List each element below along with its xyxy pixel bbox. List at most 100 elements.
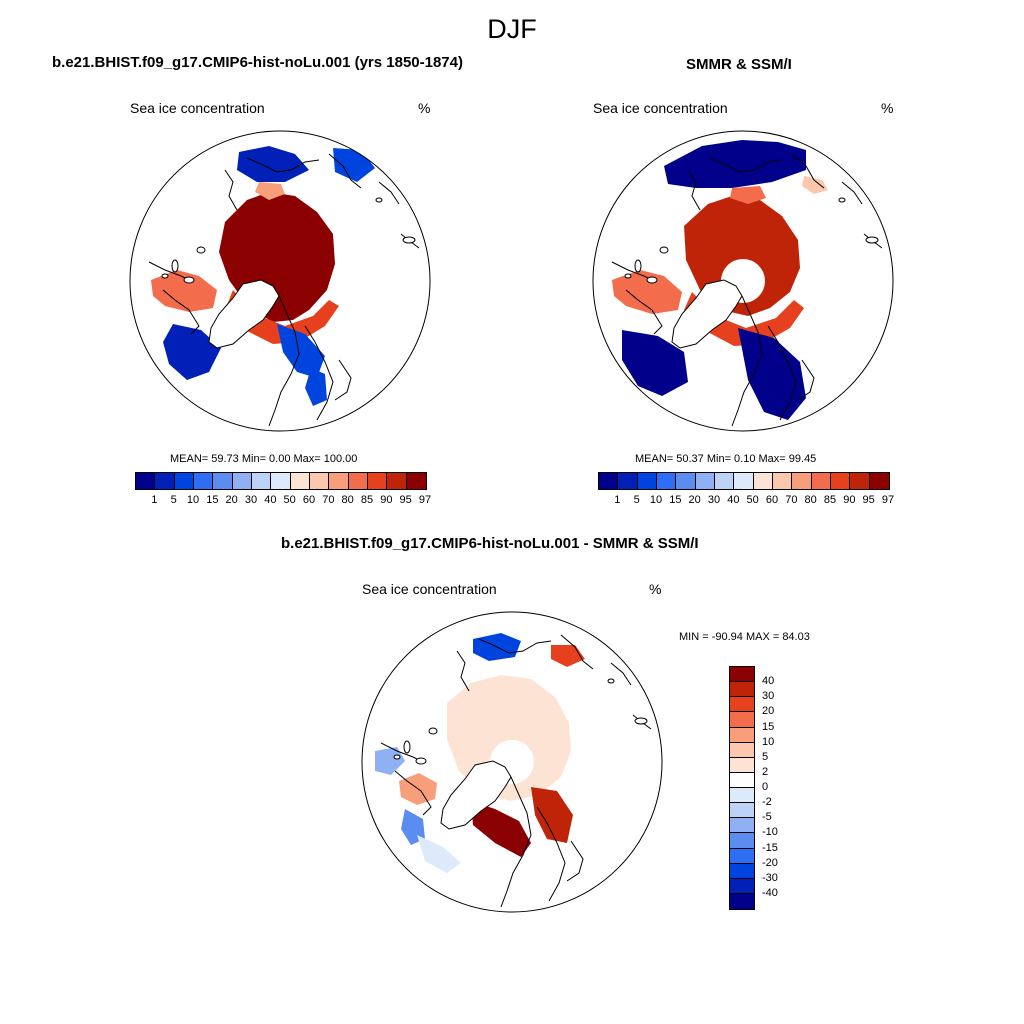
- colorbar-tick-label: 1: [151, 494, 158, 506]
- colorbar-tick-label: 70: [785, 494, 798, 506]
- bering-strait-ice: [255, 182, 285, 200]
- colorbar-swatch: [792, 473, 812, 489]
- greenland-sea-low: [738, 328, 806, 420]
- colorbar-tick-label: -2: [762, 796, 772, 809]
- colorbar-tick-label: 40: [727, 494, 740, 506]
- figure-title: DJF: [487, 14, 537, 44]
- colorbar-swatch: [772, 473, 793, 489]
- obs-variable-label: Sea ice concentration: [593, 100, 728, 116]
- colorbar-swatch: [730, 667, 754, 683]
- colorbar-tick-label: 5: [170, 494, 177, 506]
- model-units-label: %: [418, 100, 431, 116]
- island: [183, 276, 195, 284]
- colorbar-swatch: [637, 473, 657, 489]
- colorbar-tick-label: 30: [762, 690, 775, 703]
- colorbar-swatch: [730, 727, 754, 743]
- baltic-low: [305, 368, 327, 406]
- colorbar-tick-label: 50: [283, 494, 296, 506]
- colorbar-tick-label: -10: [762, 826, 778, 839]
- colorbar-swatch: [599, 473, 619, 489]
- coastline: [246, 157, 320, 173]
- island: [838, 197, 846, 203]
- colorbar-tick-label: 5: [762, 750, 769, 763]
- nordic-slight-negative: [417, 835, 461, 873]
- colorbar-swatch: [348, 473, 368, 489]
- colorbar-swatch: [251, 473, 272, 489]
- colorbar-tick-label: -20: [762, 856, 778, 869]
- colorbar-tick-label: 20: [688, 494, 701, 506]
- colorbar-swatch: [193, 473, 214, 489]
- colorbar-swatch: [309, 473, 330, 489]
- coastline: [767, 325, 797, 421]
- coastline: [560, 634, 594, 670]
- colorbar-tick-label: 2: [762, 765, 769, 778]
- island: [624, 273, 632, 279]
- coastline: [378, 181, 400, 205]
- bering-strait-ice: [730, 186, 766, 204]
- coastline: [566, 840, 584, 882]
- model-stats: MEAN= 59.73 Min= 0.00 Max= 100.00: [170, 453, 358, 465]
- coastline: [791, 153, 825, 189]
- colorbar-swatch: [734, 473, 754, 489]
- colorbar-swatch: [730, 803, 754, 819]
- colorbar-tick-label: 30: [244, 494, 258, 506]
- island: [865, 236, 879, 244]
- colorbar-swatch: [730, 893, 754, 909]
- coastline: [709, 157, 783, 173]
- colorbar-tick-label: 80: [804, 494, 817, 506]
- colorbar-tick-label: 50: [746, 494, 759, 506]
- colorbar-swatch: [695, 473, 715, 489]
- colorbar-tick-label: 10: [762, 735, 775, 748]
- coastline: [536, 806, 566, 902]
- colorbar-tick-label: 40: [762, 675, 775, 688]
- okhotsk-low: [237, 146, 309, 182]
- island: [428, 727, 438, 735]
- ice-edge-high: [684, 292, 804, 346]
- okhotsk-ice: [802, 176, 828, 194]
- barents-positive: [471, 801, 531, 857]
- coastline: [334, 359, 352, 401]
- colorbar-tick-label: 15: [762, 720, 775, 733]
- coastline: [304, 325, 334, 421]
- colorbar-tick-label: 20: [225, 494, 238, 506]
- island: [393, 754, 401, 760]
- model-variable-label: Sea ice concentration: [130, 100, 265, 116]
- colorbar-tick-label: 1: [614, 494, 621, 506]
- greenland-landmass: [208, 279, 280, 349]
- colorbar-tick-label: 85: [360, 494, 374, 506]
- colorbar-swatch: [155, 473, 175, 489]
- colorbar-swatch: [730, 848, 754, 864]
- colorbar-tick-label: 10: [649, 494, 663, 506]
- island: [607, 678, 615, 684]
- colorbar-tick-label: 95: [862, 494, 875, 506]
- island: [415, 757, 427, 765]
- island: [402, 236, 416, 244]
- coastline: [478, 638, 552, 654]
- colorbar-swatch: [730, 682, 754, 698]
- island: [196, 246, 206, 254]
- colorbar-tick-label: -15: [762, 841, 778, 854]
- island: [634, 717, 648, 725]
- obs-stats: MEAN= 50.37 Min= 0.10 Max= 99.45: [635, 453, 817, 465]
- colorbar-swatch: [730, 863, 754, 879]
- coastline: [841, 181, 863, 205]
- colorbar-tick-label: 15: [669, 494, 682, 506]
- coastline: [687, 169, 701, 211]
- colorbar-tick-label: 5: [633, 494, 640, 506]
- colorbar-tick-label: 97: [418, 494, 432, 506]
- colorbar-swatch: [290, 473, 310, 489]
- colorbar-tick-label: 15: [206, 494, 219, 506]
- island: [375, 197, 383, 203]
- colorbar-swatch: [869, 473, 889, 489]
- pacific-low: [664, 140, 806, 188]
- obs-polar-map: [592, 130, 894, 432]
- greenland-landmass: [440, 760, 512, 830]
- hudson-bay-ice: [612, 270, 682, 314]
- coastline: [162, 289, 200, 335]
- diff-variable-label: Sea ice concentration: [362, 581, 497, 597]
- map-boundary: [129, 130, 431, 432]
- kara-positive: [531, 787, 573, 843]
- colorbar-tick-label: 20: [762, 705, 775, 718]
- colorbar-swatch: [830, 473, 851, 489]
- model-panel-title: b.e21.BHIST.f09_g17.CMIP6-hist-noLu.001 …: [52, 54, 463, 71]
